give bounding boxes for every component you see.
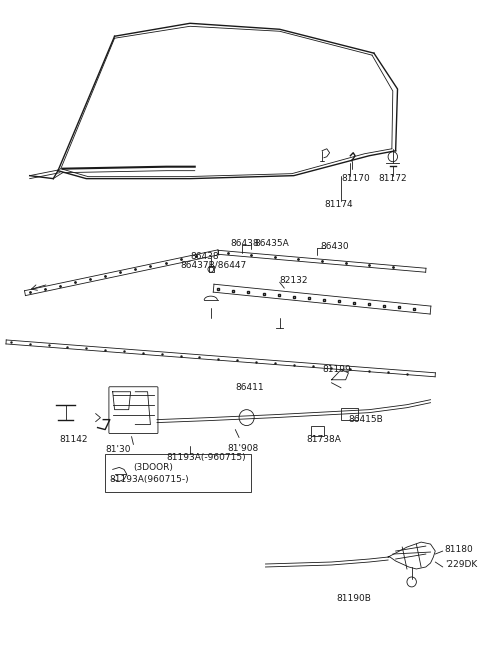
Text: 81738A: 81738A <box>306 435 341 444</box>
Text: 81193A(960715-): 81193A(960715-) <box>110 475 190 484</box>
Text: 86411: 86411 <box>235 383 264 392</box>
Text: 81174: 81174 <box>324 200 353 209</box>
Text: 86415B: 86415B <box>348 415 383 424</box>
Text: 81199: 81199 <box>322 365 351 374</box>
Text: 81142: 81142 <box>60 435 88 444</box>
Text: (3DOOR): (3DOOR) <box>133 463 173 472</box>
Text: 81180: 81180 <box>444 545 473 554</box>
Bar <box>341 407 358 420</box>
Text: 82132: 82132 <box>280 276 308 284</box>
Bar <box>311 426 324 436</box>
Text: 86430: 86430 <box>320 242 349 251</box>
Text: 81'908: 81'908 <box>228 444 259 453</box>
Text: 81190B: 81190B <box>336 595 371 603</box>
Text: 86438: 86438 <box>190 252 219 261</box>
Text: 86435A: 86435A <box>254 239 289 248</box>
Text: 81172: 81172 <box>379 174 408 183</box>
Text: 86438: 86438 <box>230 239 259 248</box>
Text: '229DK: '229DK <box>444 560 477 568</box>
Text: 81170: 81170 <box>341 174 370 183</box>
Text: 86437B/86447: 86437B/86447 <box>180 261 247 270</box>
Text: 81'30: 81'30 <box>105 445 131 454</box>
Bar <box>105 455 252 492</box>
Text: 81193A(-960715): 81193A(-960715) <box>167 453 246 462</box>
